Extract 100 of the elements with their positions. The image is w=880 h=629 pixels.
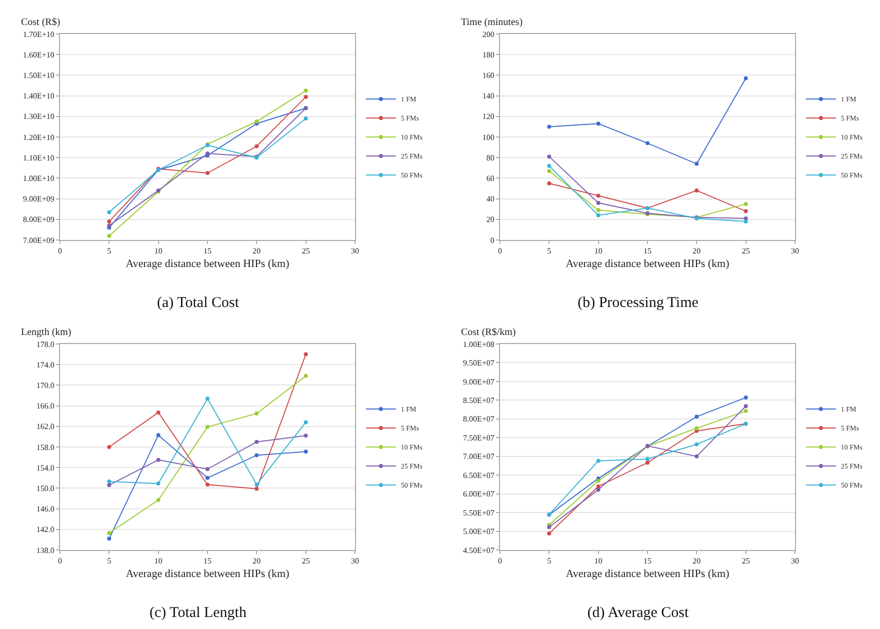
y-tick-label: 7.50E+07 (462, 433, 494, 442)
y-tick-label: 40 (486, 194, 494, 204)
x-axis-title: Average distance between HIPs (km) (566, 568, 730, 580)
point (596, 484, 600, 488)
y-tick-label: 1.50E+10 (22, 71, 54, 80)
point (206, 482, 210, 487)
y-axis-title: Length (km) (21, 327, 72, 338)
text: (a) Total Cost (157, 294, 240, 311)
point (694, 414, 699, 419)
text: (c) Total Length (150, 604, 247, 621)
point (254, 453, 259, 458)
point (254, 412, 259, 416)
point (107, 480, 112, 484)
point (596, 208, 600, 212)
point (596, 213, 600, 218)
point (304, 88, 308, 93)
point (694, 442, 699, 446)
y-tick-label: 150.0 (36, 484, 54, 493)
point (156, 458, 160, 462)
y-tick-label: 0 (490, 236, 494, 245)
point (744, 396, 748, 400)
x-tick-label: 5 (547, 556, 552, 566)
x-tick-label: 20 (692, 556, 701, 566)
y-tick-label: 9.00E+09 (22, 194, 54, 204)
y-tick-label: 20 (486, 215, 494, 224)
x-tick-label: 15 (204, 556, 212, 566)
x-tick-label: 25 (742, 246, 750, 256)
x-tick-label: 15 (644, 556, 652, 566)
y-tick-label: 158.0 (36, 442, 54, 452)
y-tick-label: 1.70E+10 (22, 30, 54, 39)
text: (d) Average Cost (587, 604, 690, 621)
point (156, 433, 160, 438)
point (596, 122, 600, 126)
point (156, 410, 160, 414)
y-tick-label: 7.00E+07 (462, 452, 494, 462)
y-tick-label: 1.00E+10 (22, 174, 54, 183)
point (206, 171, 210, 176)
y-tick-label: 160 (482, 71, 494, 80)
point (304, 434, 308, 438)
x-tick-label: 20 (252, 556, 261, 566)
x-tick-label: 20 (252, 246, 261, 256)
x-tick-label: 25 (302, 246, 310, 256)
x-tick-label: 15 (644, 246, 652, 256)
y-tick-label: 9.00E+07 (462, 377, 494, 386)
x-tick-label: 30 (351, 556, 359, 566)
x-tick-label: 0 (58, 246, 62, 256)
point (547, 168, 552, 173)
y-tick-label: 8.00E+07 (462, 414, 494, 424)
point (107, 536, 112, 541)
x-tick-label: 0 (498, 556, 502, 566)
y-tick-label: 5.50E+07 (462, 508, 494, 518)
point (206, 467, 210, 472)
point (744, 219, 748, 224)
x-tick-label: 20 (692, 246, 701, 256)
y-tick-label: 8.00E+09 (22, 215, 54, 224)
point (206, 151, 210, 156)
y-tick-label: 60 (486, 174, 494, 183)
x-tick-label: 10 (154, 246, 162, 256)
y-tick-label: 9.50E+07 (462, 358, 494, 368)
x-tick-label: 25 (302, 556, 310, 566)
point (596, 458, 600, 463)
point (107, 445, 112, 449)
point (646, 460, 650, 465)
point (547, 532, 552, 536)
y-tick-label: 170.0 (36, 381, 54, 390)
point (206, 396, 210, 401)
y-tick-label: 166.0 (36, 402, 54, 411)
y-tick-label: 200 (482, 30, 494, 39)
point (646, 141, 650, 146)
y-tick-label: 1.20E+10 (22, 132, 54, 142)
point (744, 404, 748, 408)
point (304, 94, 308, 99)
y-tick-label: 1.60E+10 (22, 50, 54, 60)
x-tick-label: 5 (547, 246, 552, 256)
point (547, 181, 552, 186)
x-tick-label: 0 (58, 556, 62, 566)
point (596, 488, 600, 492)
point (254, 144, 259, 148)
y-tick-label: 1.10E+10 (22, 153, 54, 162)
y-tick-label: 6.00E+07 (462, 490, 494, 499)
point (694, 426, 699, 430)
y-tick-label: 80 (486, 153, 494, 162)
point (744, 409, 748, 414)
y-tick-label: 174.0 (36, 360, 54, 370)
y-axis-title: Cost (R$) (21, 17, 60, 28)
x-axis-title: Average distance between HIPs (km) (566, 258, 730, 270)
point (596, 200, 600, 205)
point (254, 440, 259, 444)
point (107, 531, 112, 535)
y-axis-title: Time (minutes) (461, 17, 523, 28)
y-tick-label: 140 (482, 92, 494, 101)
x-tick-label: 30 (351, 246, 359, 256)
x-tick-label: 30 (791, 246, 799, 256)
x-tick-label: 5 (107, 246, 112, 256)
point (304, 352, 308, 356)
point (304, 450, 308, 454)
y-tick-label: 180 (482, 50, 494, 60)
x-tick-label: 10 (594, 556, 602, 566)
point (156, 482, 160, 486)
x-tick-label: 0 (498, 246, 502, 256)
